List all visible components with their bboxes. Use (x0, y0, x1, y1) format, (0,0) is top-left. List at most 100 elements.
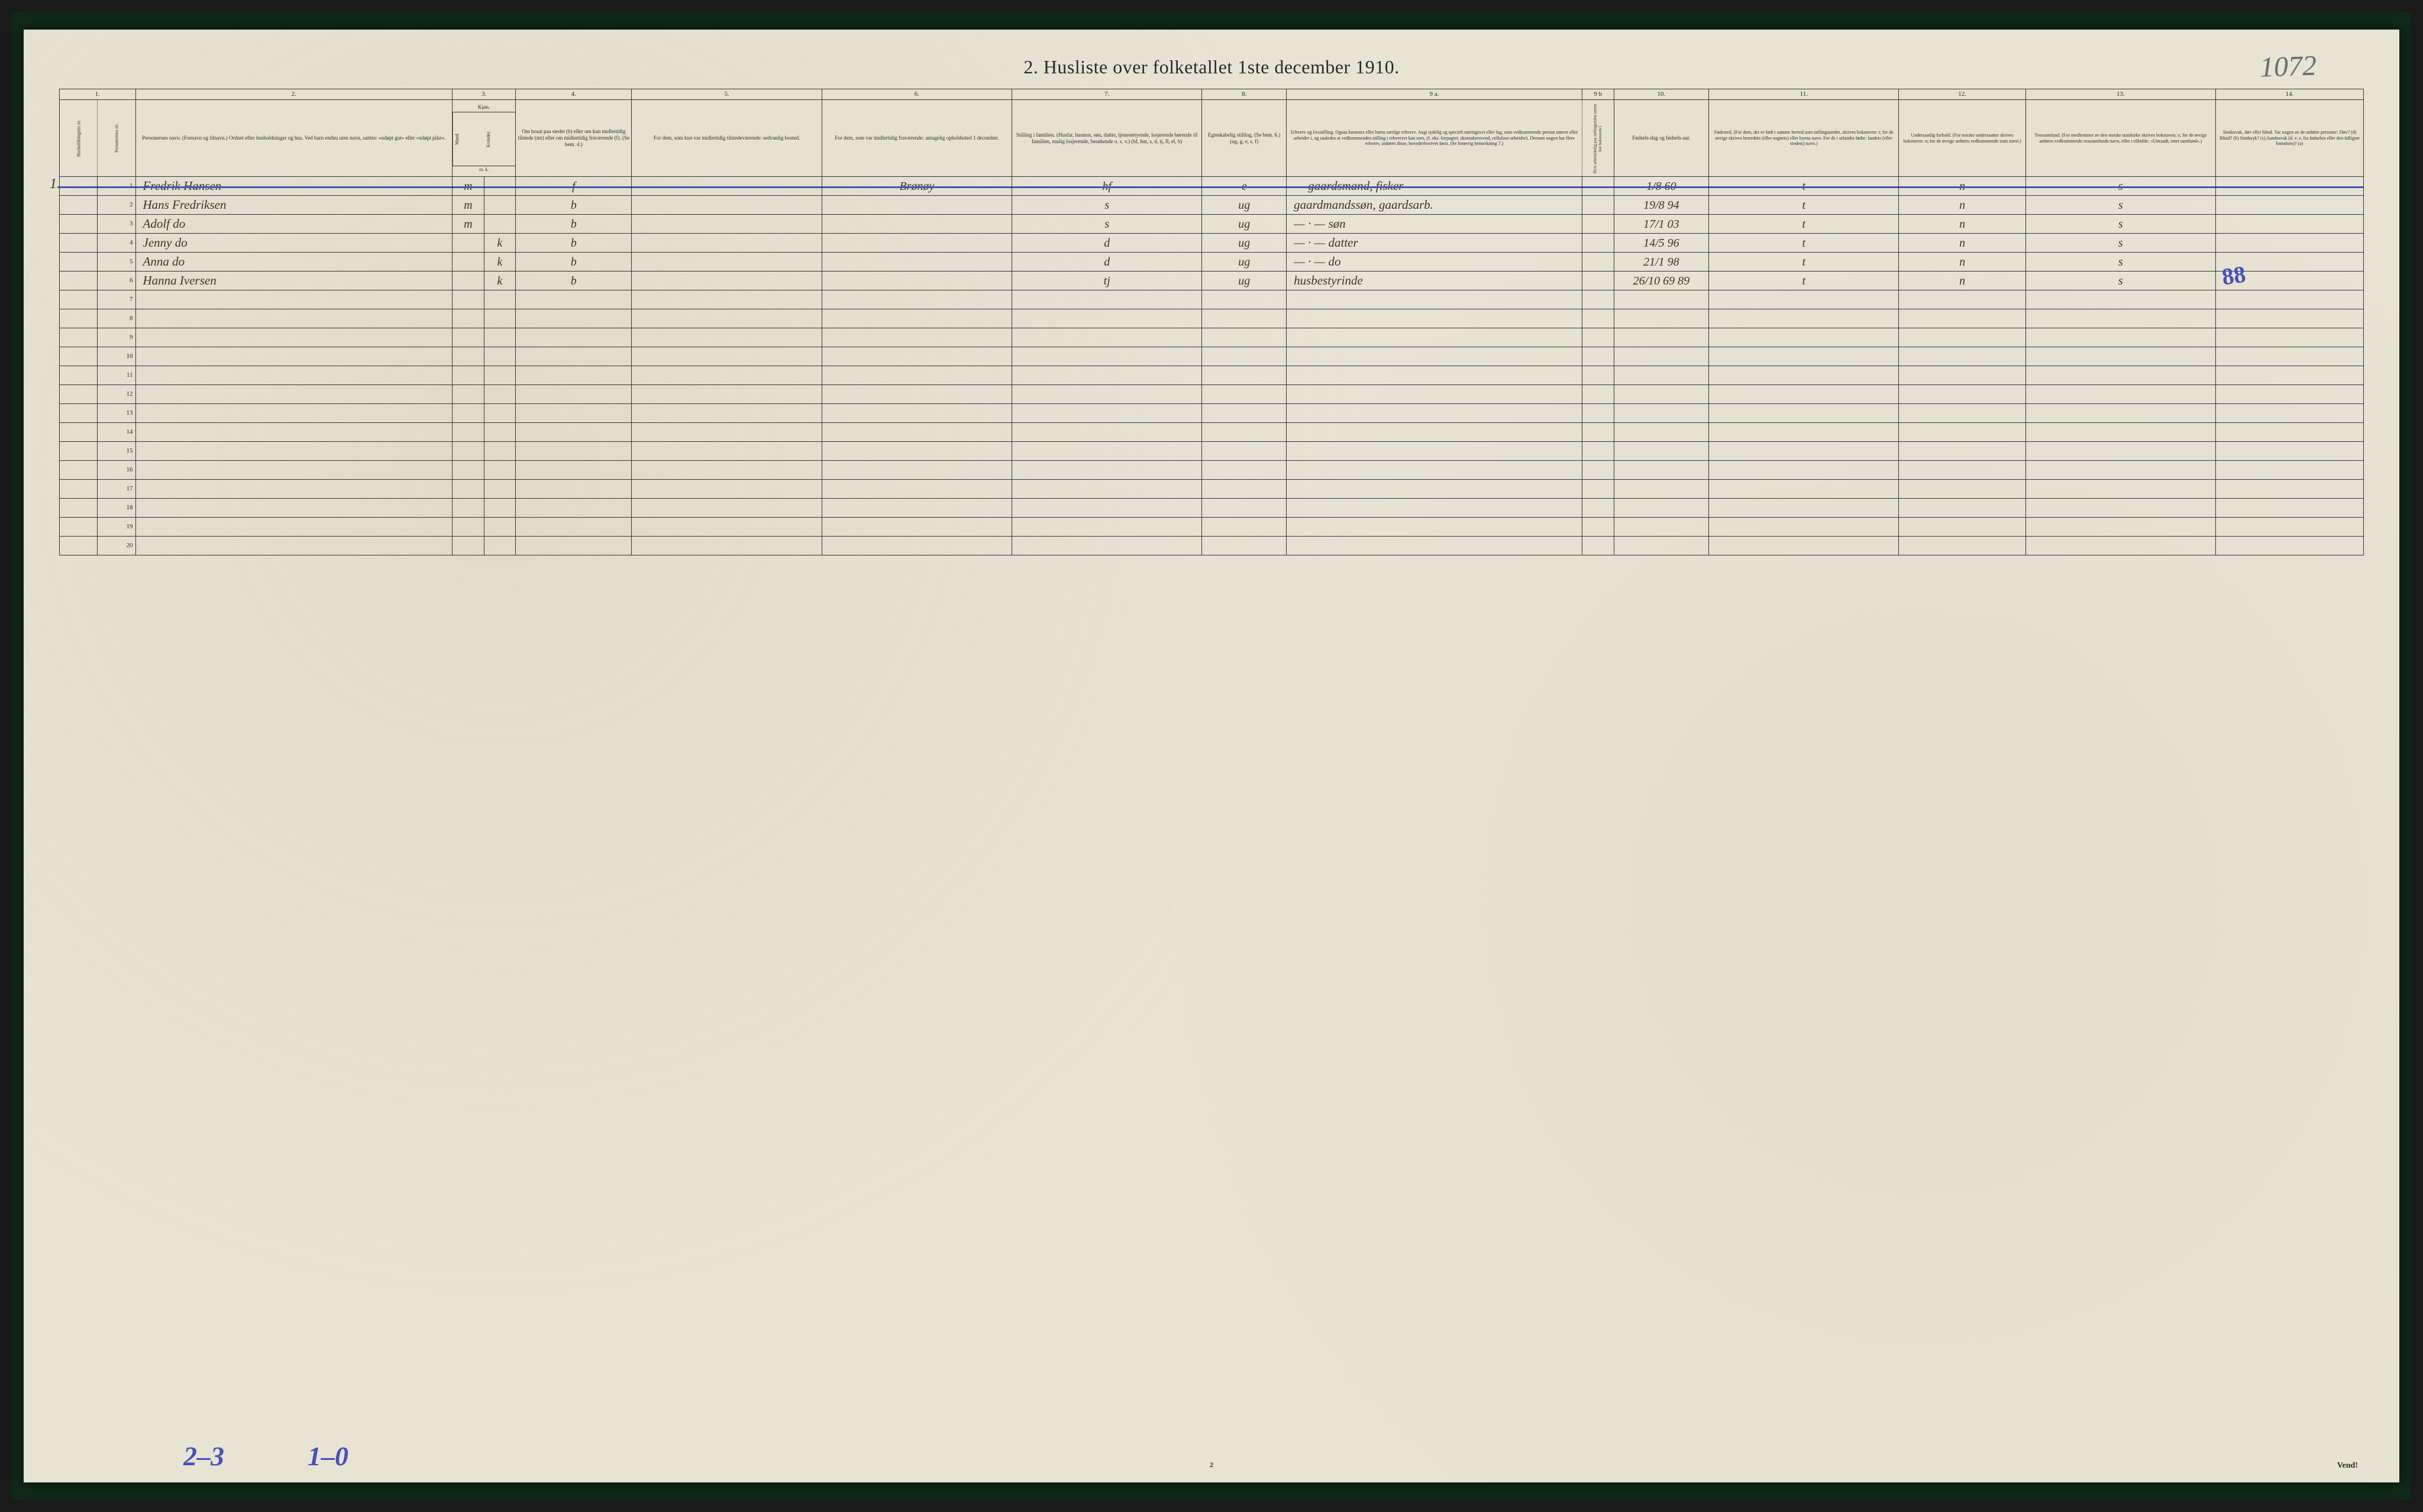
cell-empty (2025, 461, 2215, 480)
cell-empty (632, 518, 822, 537)
cell-birthplace: t (1709, 253, 1899, 272)
cell-occupation: — · — datter (1287, 234, 1582, 253)
cell-birthdate: 1/8 60 (1614, 177, 1709, 196)
cell-empty (1899, 423, 2025, 442)
cell-person-num: 1 (98, 177, 135, 196)
table-row-empty: 12 (60, 385, 2364, 404)
cell-empty (484, 347, 516, 366)
cell-male (453, 272, 484, 290)
cell-empty (1709, 328, 1899, 347)
cell-resident: b (516, 215, 632, 234)
cell-empty (1709, 404, 1899, 423)
cell-empty (484, 537, 516, 555)
table-head: 1. 2. 3. 4. 5. 6. 7. 8. 9 a. 9 b 10. 11.… (60, 89, 2364, 177)
table-row: 2Hans Fredriksenmbsuggaardmandssøn, gaar… (60, 196, 2364, 215)
colnum-13: 13. (2025, 89, 2215, 100)
cell-marital: ug (1202, 215, 1287, 234)
cell-empty (60, 480, 98, 499)
cell-temp-present (632, 272, 822, 290)
cell-empty (516, 480, 632, 499)
cell-empty: 9 (98, 328, 135, 347)
cell-empty (2215, 328, 2363, 347)
cell-empty (632, 290, 822, 309)
cell-empty (135, 499, 453, 518)
cell-empty (60, 290, 98, 309)
table-row-empty: 16 (60, 461, 2364, 480)
cell-person-num: 2 (98, 196, 135, 215)
colnum-9b: 9 b (1582, 89, 1614, 100)
table-row-empty: 9 (60, 328, 2364, 347)
cell-empty (1899, 480, 2025, 499)
hdr-disability: Sindssvak, døv eller blind. Var nogen av… (2215, 100, 2363, 177)
colnum-6: 6. (822, 89, 1012, 100)
cell-empty (1899, 461, 2025, 480)
cell-empty (1614, 366, 1709, 385)
hdr-religion: Trossamfund. (For medlemmer av den norsk… (2025, 100, 2215, 177)
cell-empty (1899, 385, 2025, 404)
hdr-male: Mand. (453, 112, 484, 166)
cell-empty (484, 480, 516, 499)
cell-occupation: gaardmandssøn, gaardsarb. (1287, 196, 1582, 215)
cell-religion: s (2025, 272, 2215, 290)
cell-temp-present (632, 177, 822, 196)
cell-disability (2215, 196, 2363, 215)
hdr-birthplace: Fødested. (For dem, der er født i samme … (1709, 100, 1899, 177)
cell-empty (1287, 309, 1582, 328)
hdr-name: Personernes navn. (Fornavn og tilnavn.) … (135, 100, 453, 177)
cell-empty (822, 404, 1012, 423)
cell-person-num: 6 (98, 272, 135, 290)
table-row: 4Jenny dokbdug— · — datter14/5 96tns (60, 234, 2364, 253)
cell-empty (1582, 366, 1614, 385)
cell-empty (1614, 328, 1709, 347)
cell-empty (516, 328, 632, 347)
blue-strike-line (1614, 186, 1709, 188)
cell-empty (1614, 404, 1709, 423)
blue-scribble: 88 (2220, 260, 2247, 290)
cell-empty (1287, 404, 1582, 423)
cell-empty (1582, 480, 1614, 499)
cell-empty (822, 347, 1012, 366)
cell-empty (2025, 404, 2215, 423)
cell-male (453, 234, 484, 253)
cell-empty (1899, 309, 2025, 328)
cell-empty (1012, 461, 1202, 480)
cell-empty (60, 461, 98, 480)
cell-empty (632, 404, 822, 423)
cell-temp-absent (822, 253, 1012, 272)
table-row-empty: 20 (60, 537, 2364, 555)
cell-empty (135, 518, 453, 537)
cell-empty (135, 480, 453, 499)
cell-empty (60, 518, 98, 537)
cell-empty (1287, 480, 1582, 499)
cell-disability (2215, 234, 2363, 253)
cell-empty (1709, 461, 1899, 480)
cell-empty (453, 328, 484, 347)
cell-female: k (484, 253, 516, 272)
cell-empty (1012, 537, 1202, 555)
cell-unemployed (1582, 215, 1614, 234)
cell-empty (135, 423, 453, 442)
hdr-mk: m. k. (453, 166, 515, 173)
cell-empty (1012, 366, 1202, 385)
column-number-row: 1. 2. 3. 4. 5. 6. 7. 8. 9 a. 9 b 10. 11.… (60, 89, 2364, 100)
table-row-empty: 18 (60, 499, 2364, 518)
cell-empty (516, 347, 632, 366)
cell-empty (1287, 385, 1582, 404)
cell-empty (135, 347, 453, 366)
cell-empty (822, 290, 1012, 309)
cell-nationality: n (1899, 234, 2025, 253)
cell-empty (1614, 442, 1709, 461)
header-row: Husholdningens nr. Personernes nr. Perso… (60, 100, 2364, 177)
colnum-2: 2. (135, 89, 453, 100)
cell-empty (2025, 518, 2215, 537)
cell-empty (1899, 499, 2025, 518)
table-row-empty: 13 (60, 404, 2364, 423)
cell-empty (135, 290, 453, 309)
cell-empty (2025, 328, 2215, 347)
cell-empty (1202, 404, 1287, 423)
table-row-empty: 15 (60, 442, 2364, 461)
cell-empty (1582, 537, 1614, 555)
cell-resident: b (516, 253, 632, 272)
cell-birthdate: 19/8 94 (1614, 196, 1709, 215)
cell-empty (632, 385, 822, 404)
